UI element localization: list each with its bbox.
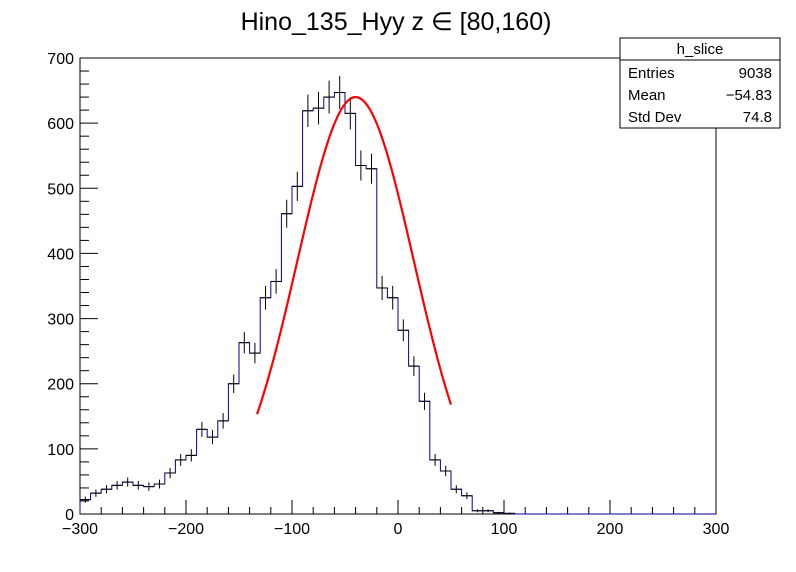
stats-stddev-value: 74.8 <box>743 109 772 126</box>
stats-box-frame <box>619 37 781 129</box>
chart-title: Hino_135_Hyy z ∈ [80,160) <box>241 8 552 36</box>
stats-mean-value: −54.83 <box>726 87 772 104</box>
y-tick-label: 200 <box>47 377 74 394</box>
stats-entries-value: 9038 <box>739 65 772 82</box>
y-tick-label: 100 <box>47 442 74 459</box>
histogram-outline <box>79 92 716 515</box>
y-tick-label: 400 <box>47 246 74 263</box>
x-tick-label: −100 <box>274 521 310 538</box>
stats-stddev-label: Std Dev <box>628 109 682 126</box>
x-tick-label: 200 <box>597 521 624 538</box>
x-tick-label: 0 <box>394 521 403 538</box>
y-tick-label: 0 <box>65 507 74 524</box>
histogram-series <box>79 75 716 515</box>
gaussian-fit <box>255 95 453 415</box>
y-tick-label: 300 <box>47 312 74 329</box>
x-tick-label: −300 <box>62 521 98 538</box>
y-tick-label: 600 <box>47 116 74 133</box>
y-tick-label: 700 <box>47 51 74 68</box>
x-tick-label: −200 <box>168 521 204 538</box>
stats-box-title: h_slice <box>677 41 724 58</box>
stats-entries-label: Entries <box>628 65 675 82</box>
fit-curve <box>255 95 453 415</box>
stats-mean-label: Mean <box>628 87 666 104</box>
y-tick-label: 500 <box>47 181 74 198</box>
stats-box: h_slice Entries 9038 Mean −54.83 Std Dev… <box>619 37 781 129</box>
x-tick-label: 100 <box>491 521 518 538</box>
x-axis: −300 −200 −100 0 100 200 300 <box>62 500 729 538</box>
x-tick-label: 300 <box>703 521 730 538</box>
y-axis: 0 100 200 300 400 500 600 700 <box>47 51 98 524</box>
